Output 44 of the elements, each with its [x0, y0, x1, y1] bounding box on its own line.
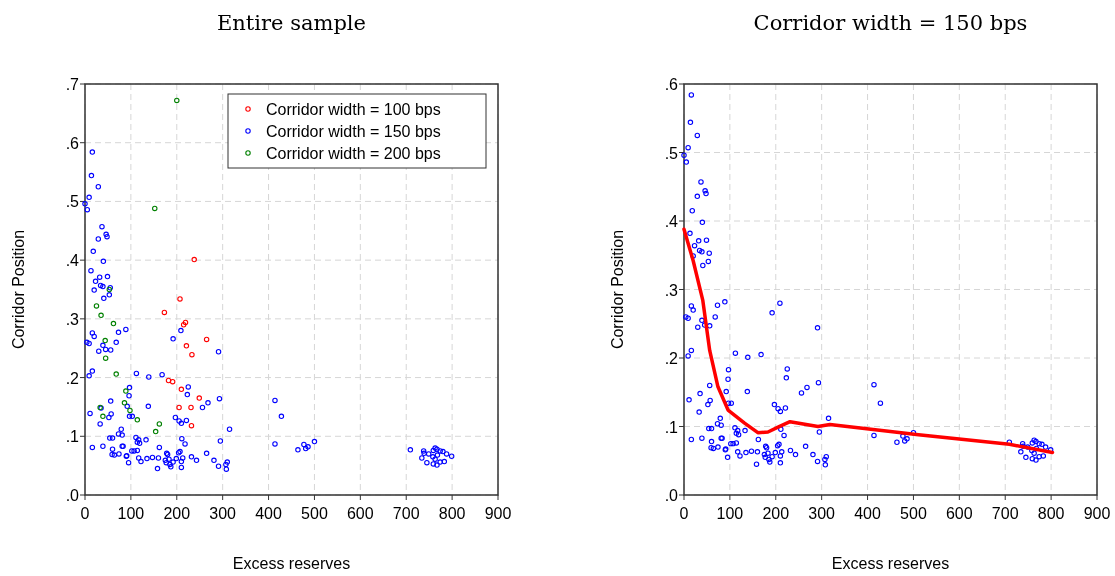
x-tick-label: 0	[679, 505, 689, 522]
x-axis-title: Excess reserves	[232, 555, 351, 572]
x-tick-label: 700	[392, 505, 420, 522]
x-tick-label: 800	[1037, 505, 1065, 522]
y-tick-label: .5	[664, 144, 679, 162]
y-tick-label: .0	[65, 487, 80, 504]
x-tick-label: 100	[716, 505, 744, 522]
x-tick-label: 600	[346, 505, 374, 522]
chart-title: Entire sample	[217, 11, 366, 35]
chart-title: Corridor width = 150 bps	[753, 11, 1028, 35]
y-tick-label: .5	[65, 193, 80, 211]
x-axis-title: Excess reserves	[831, 555, 950, 572]
x-tick-label: 500	[301, 505, 328, 522]
y-tick-label: .6	[664, 76, 679, 93]
y-tick-label: .2	[65, 369, 80, 387]
legend-label: Corridor width = 100 bps	[266, 101, 441, 118]
x-tick-label: 200	[762, 505, 790, 522]
x-tick-label: 300	[808, 505, 836, 522]
y-axis-title: Corridor Position	[609, 229, 626, 350]
y-tick-label: .4	[664, 213, 679, 230]
x-tick-label: 200	[163, 505, 191, 522]
x-tick-label: 500	[900, 505, 927, 522]
x-tick-label: 400	[255, 505, 282, 522]
x-tick-label: 300	[209, 505, 237, 522]
x-tick-label: 900	[1083, 505, 1111, 522]
legend-label: Corridor width = 150 bps	[266, 123, 441, 140]
x-tick-label: 900	[484, 505, 512, 522]
x-tick-label: 0	[80, 505, 90, 522]
x-tick-label: 400	[854, 505, 881, 522]
y-tick-label: .4	[65, 252, 80, 270]
y-tick-label: .1	[664, 418, 679, 436]
legend-label: Corridor width = 200 bps	[266, 145, 441, 162]
y-tick-label: .3	[664, 281, 679, 299]
x-tick-label: 600	[945, 505, 973, 522]
x-tick-label: 100	[117, 505, 145, 522]
y-tick-label: .3	[65, 310, 80, 328]
y-tick-label: .6	[65, 134, 80, 152]
y-tick-label: .0	[664, 487, 679, 504]
y-tick-label: .1	[65, 428, 80, 446]
y-tick-label: .7	[65, 76, 80, 93]
y-axis-title: Corridor Position	[10, 229, 27, 350]
y-tick-label: .2	[664, 350, 679, 367]
x-tick-label: 700	[991, 505, 1019, 522]
x-tick-label: 800	[438, 505, 466, 522]
